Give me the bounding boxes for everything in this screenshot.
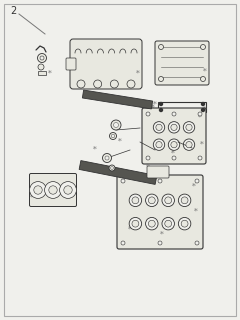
Circle shape — [168, 139, 180, 150]
Circle shape — [178, 194, 191, 207]
Text: *: * — [194, 208, 198, 216]
Circle shape — [200, 76, 205, 82]
Circle shape — [181, 220, 188, 227]
Bar — [158, 102, 206, 112]
FancyBboxPatch shape — [117, 175, 203, 249]
Text: *: * — [118, 138, 122, 146]
Circle shape — [156, 124, 162, 131]
Text: *: * — [203, 68, 207, 76]
FancyBboxPatch shape — [30, 173, 77, 206]
Circle shape — [127, 80, 135, 88]
Circle shape — [94, 80, 102, 88]
Circle shape — [45, 182, 61, 198]
Circle shape — [111, 167, 113, 169]
Circle shape — [129, 217, 142, 230]
Circle shape — [148, 220, 155, 227]
Circle shape — [30, 182, 46, 198]
Polygon shape — [82, 90, 153, 109]
FancyBboxPatch shape — [155, 41, 209, 85]
Circle shape — [121, 179, 125, 183]
Circle shape — [172, 112, 176, 116]
Circle shape — [111, 134, 115, 138]
Text: *: * — [93, 146, 97, 154]
Text: *: * — [200, 141, 204, 149]
Circle shape — [146, 112, 150, 116]
Text: *: * — [151, 104, 155, 112]
Circle shape — [162, 194, 174, 207]
Text: *: * — [128, 226, 132, 234]
Circle shape — [195, 241, 199, 245]
Circle shape — [156, 141, 162, 148]
Circle shape — [195, 179, 199, 183]
Circle shape — [129, 194, 142, 207]
Circle shape — [111, 120, 121, 130]
Circle shape — [153, 122, 165, 133]
Circle shape — [77, 80, 85, 88]
Circle shape — [158, 76, 163, 82]
Circle shape — [37, 53, 47, 62]
Circle shape — [172, 156, 176, 160]
FancyBboxPatch shape — [70, 39, 142, 89]
Circle shape — [183, 139, 195, 150]
Text: *: * — [136, 70, 140, 78]
Text: *: * — [30, 194, 34, 202]
Text: *: * — [203, 106, 207, 114]
Circle shape — [162, 217, 174, 230]
Circle shape — [168, 122, 180, 133]
Circle shape — [40, 56, 44, 60]
Circle shape — [181, 197, 188, 204]
Circle shape — [160, 108, 162, 111]
Text: *: * — [48, 70, 52, 78]
Circle shape — [34, 186, 42, 194]
Text: 2: 2 — [10, 6, 16, 16]
Circle shape — [171, 124, 177, 131]
Circle shape — [64, 186, 72, 194]
Circle shape — [148, 197, 155, 204]
Circle shape — [121, 241, 125, 245]
Circle shape — [146, 194, 158, 207]
Text: *: * — [160, 231, 164, 239]
Circle shape — [186, 124, 192, 131]
Circle shape — [153, 139, 165, 150]
FancyBboxPatch shape — [147, 166, 169, 178]
Circle shape — [186, 141, 192, 148]
FancyBboxPatch shape — [66, 58, 76, 70]
Circle shape — [114, 123, 119, 127]
Circle shape — [158, 44, 163, 50]
Polygon shape — [79, 161, 157, 184]
Circle shape — [110, 80, 118, 88]
Text: *: * — [150, 105, 154, 113]
Circle shape — [165, 220, 172, 227]
Circle shape — [49, 186, 57, 194]
Text: *: * — [171, 150, 175, 158]
Circle shape — [132, 220, 139, 227]
Circle shape — [132, 197, 139, 204]
Text: *: * — [146, 163, 150, 171]
Circle shape — [183, 122, 195, 133]
Circle shape — [158, 241, 162, 245]
Circle shape — [202, 102, 204, 106]
Circle shape — [198, 112, 202, 116]
Circle shape — [38, 64, 44, 70]
Circle shape — [160, 102, 162, 106]
Bar — [38, 71, 46, 75]
Circle shape — [198, 156, 202, 160]
Text: *: * — [198, 114, 202, 122]
FancyBboxPatch shape — [142, 108, 206, 164]
Circle shape — [165, 197, 172, 204]
Circle shape — [146, 217, 158, 230]
Circle shape — [178, 217, 191, 230]
Circle shape — [109, 132, 116, 140]
Circle shape — [200, 44, 205, 50]
Circle shape — [146, 156, 150, 160]
Circle shape — [202, 108, 204, 111]
Circle shape — [102, 154, 112, 163]
Circle shape — [105, 156, 109, 160]
Text: *: * — [192, 183, 196, 191]
Text: *: * — [153, 101, 157, 109]
Circle shape — [171, 141, 177, 148]
Circle shape — [60, 182, 76, 198]
Circle shape — [158, 179, 162, 183]
Circle shape — [109, 165, 115, 171]
